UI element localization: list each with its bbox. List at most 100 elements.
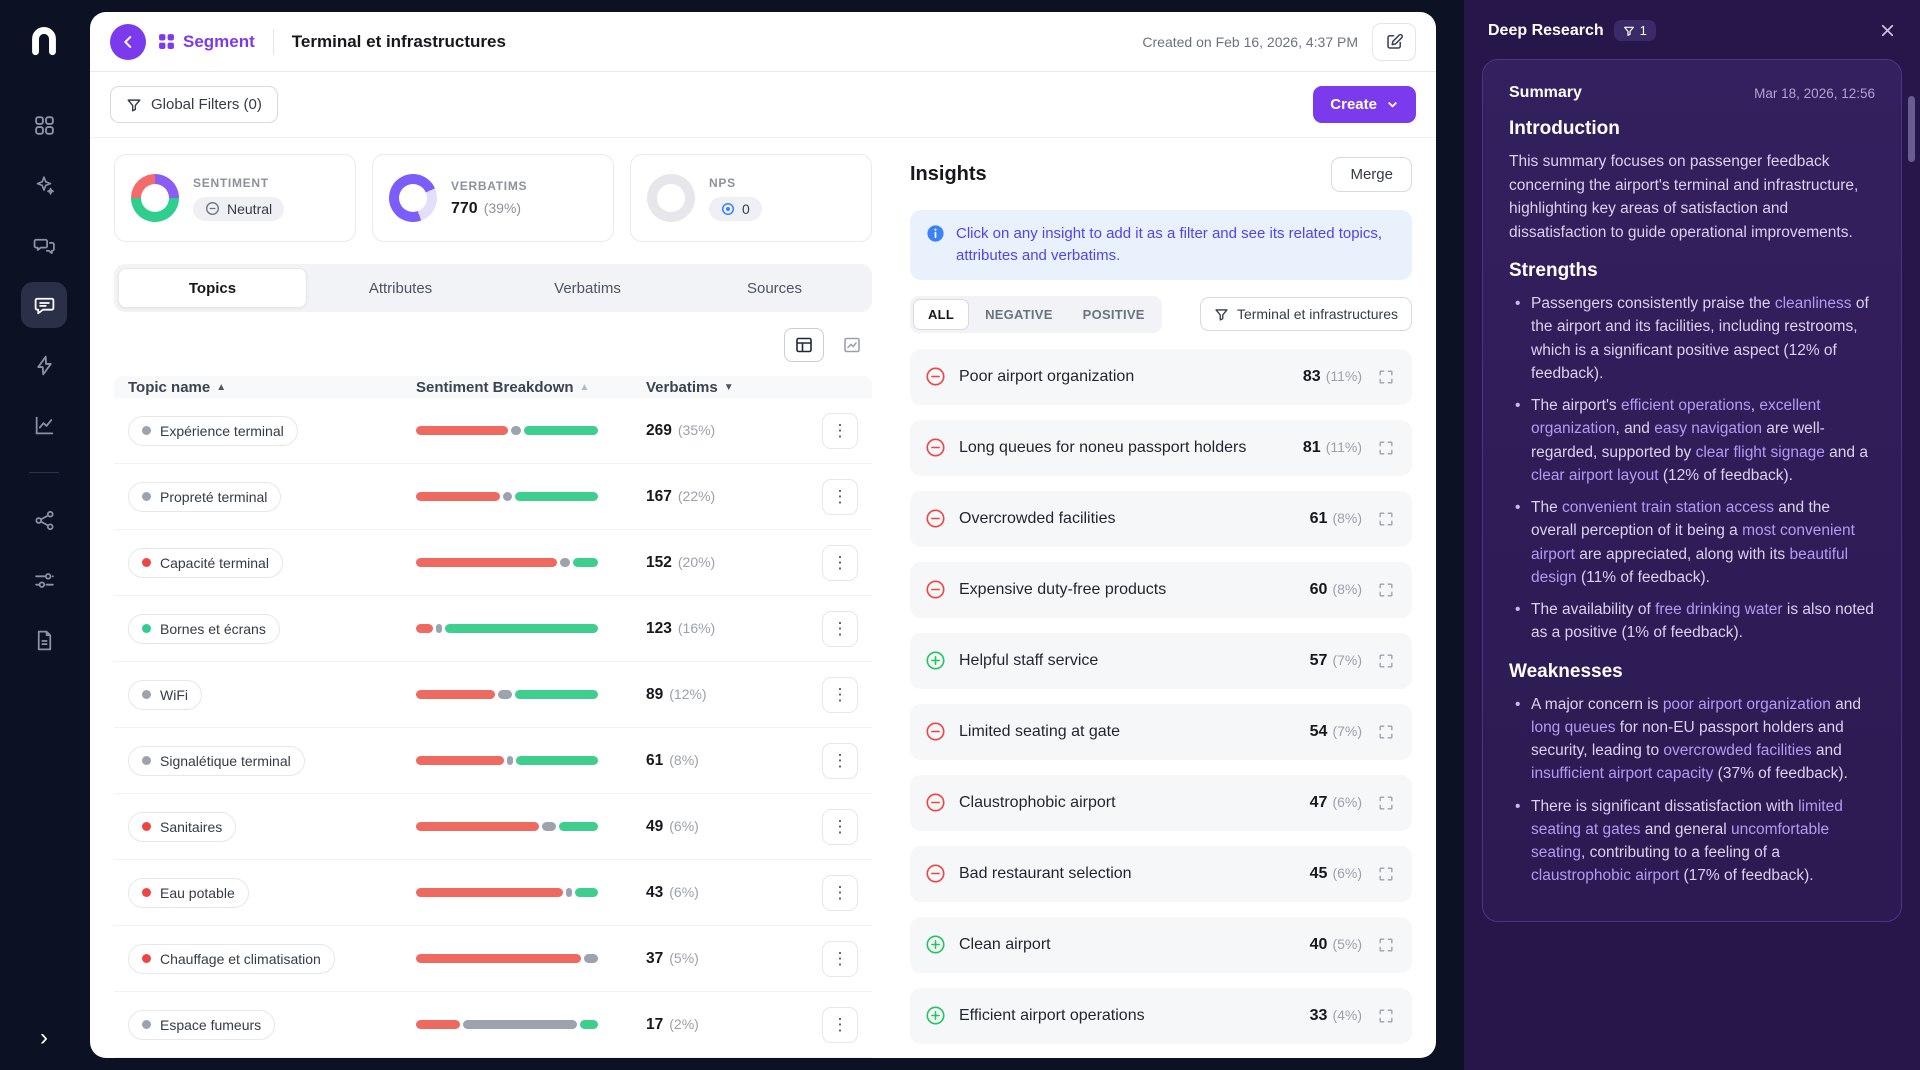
highlighted-phrase[interactable]: efficient operations xyxy=(1620,397,1751,415)
verbatim-count: 89 xyxy=(646,685,664,703)
highlighted-phrase[interactable]: excellent organization xyxy=(1531,397,1821,438)
insight-item[interactable]: Clean airport 40 (5%) xyxy=(910,916,1412,973)
row-menu-button[interactable]: ⋮ xyxy=(822,544,858,581)
expand-icon[interactable] xyxy=(1375,508,1397,530)
insight-item[interactable]: Expensive duty-free products 60 (8%) xyxy=(910,561,1412,618)
col-topic-name[interactable]: Topic name ▲ xyxy=(128,378,227,396)
row-menu-button[interactable]: ⋮ xyxy=(822,676,858,713)
filter-positive[interactable]: POSITIVE xyxy=(1069,300,1159,329)
row-menu-button[interactable]: ⋮ xyxy=(822,742,858,779)
col-verbatims[interactable]: Verbatims ▼ xyxy=(646,378,734,396)
verbatim-pct: (20%) xyxy=(677,553,716,570)
merge-button[interactable]: Merge xyxy=(1331,156,1412,192)
sentiment-bar xyxy=(416,426,598,435)
highlighted-phrase[interactable]: overcrowded facilities xyxy=(1663,742,1812,760)
highlighted-phrase[interactable]: limited seating at gates xyxy=(1531,797,1843,838)
highlighted-phrase[interactable]: free drinking water xyxy=(1655,601,1783,619)
expand-icon[interactable] xyxy=(1375,721,1397,743)
highlighted-phrase[interactable]: easy navigation xyxy=(1654,420,1762,438)
col-sentiment[interactable]: Sentiment Breakdown ▲ xyxy=(416,378,590,396)
topic-pill[interactable]: Propreté terminal xyxy=(128,481,282,512)
highlighted-phrase[interactable]: uncomfortable seating xyxy=(1531,820,1830,862)
highlighted-phrase[interactable]: beautiful design xyxy=(1531,545,1849,586)
close-icon xyxy=(1881,24,1894,37)
highlighted-phrase[interactable]: convenient train station access xyxy=(1562,499,1774,517)
expand-icon[interactable] xyxy=(1375,579,1397,601)
expand-icon[interactable] xyxy=(1375,437,1397,459)
row-menu-button[interactable]: ⋮ xyxy=(822,808,858,845)
chart-view-button[interactable] xyxy=(832,328,872,362)
share-icon[interactable] xyxy=(21,497,67,543)
feedback-chat-icon[interactable] xyxy=(21,282,67,328)
insight-pct: (6%) xyxy=(1332,864,1362,881)
insight-item[interactable]: Limited seating at gate 54 (7%) xyxy=(910,703,1412,760)
expand-icon[interactable] xyxy=(1375,1005,1397,1027)
expand-icon[interactable] xyxy=(1375,934,1397,956)
create-button[interactable]: Create xyxy=(1313,86,1416,123)
filter-all[interactable]: ALL xyxy=(913,298,970,330)
document-icon[interactable] xyxy=(21,617,67,663)
highlighted-phrase[interactable]: clear flight signage xyxy=(1695,443,1825,461)
highlighted-phrase[interactable]: claustrophobic airport xyxy=(1531,867,1680,885)
tab-sources[interactable]: Sources xyxy=(681,268,868,308)
highlighted-phrase[interactable]: poor airport organization xyxy=(1662,695,1831,713)
filter-negative[interactable]: NEGATIVE xyxy=(971,300,1067,329)
pos-segment xyxy=(515,756,598,765)
row-menu-button[interactable]: ⋮ xyxy=(822,412,858,449)
close-panel-button[interactable] xyxy=(1879,22,1896,39)
row-menu-button[interactable]: ⋮ xyxy=(822,874,858,911)
insight-item[interactable]: Overcrowded facilities 61 (8%) xyxy=(910,490,1412,547)
highlighted-phrase[interactable]: long queues xyxy=(1531,718,1616,736)
insight-item[interactable]: Poor airport organization 83 (11%) xyxy=(910,348,1412,405)
pos-segment xyxy=(559,822,598,831)
apps-icon[interactable] xyxy=(21,102,67,148)
expand-icon[interactable] xyxy=(1375,650,1397,672)
insight-item[interactable]: Helpful staff service 57 (7%) xyxy=(910,632,1412,689)
expand-icon[interactable] xyxy=(1375,792,1397,814)
insight-item[interactable]: Efficient airport operations 33 (4%) xyxy=(910,987,1412,1044)
app-logo[interactable] xyxy=(22,18,66,62)
row-menu-button[interactable]: ⋮ xyxy=(822,478,858,515)
bolt-icon[interactable] xyxy=(21,342,67,388)
topic-pill[interactable]: Espace fumeurs xyxy=(128,1009,276,1040)
topic-dot xyxy=(142,822,151,831)
topic-pill[interactable]: WiFi xyxy=(128,679,202,710)
highlighted-phrase[interactable]: clear airport layout xyxy=(1531,466,1659,484)
scrollbar-thumb[interactable] xyxy=(1908,96,1915,162)
global-filters-button[interactable]: Global Filters (0) xyxy=(110,86,278,123)
edit-button[interactable] xyxy=(1372,22,1416,61)
insight-item[interactable]: Bad restaurant selection 45 (6%) xyxy=(910,845,1412,902)
stat-cards: SENTIMENT Neutral VERBATIMS 770 (39%) xyxy=(114,154,872,242)
tab-topics[interactable]: Topics xyxy=(118,268,307,308)
topic-pill[interactable]: Eau potable xyxy=(128,877,249,908)
sliders-icon[interactable] xyxy=(21,557,67,603)
expand-icon[interactable] xyxy=(1375,366,1397,388)
highlighted-phrase[interactable]: insufficient airport capacity xyxy=(1531,765,1714,783)
chart-icon[interactable] xyxy=(21,402,67,448)
insight-item[interactable]: Claustrophobic airport 47 (6%) xyxy=(910,774,1412,831)
highlighted-phrase[interactable]: cleanliness xyxy=(1774,295,1852,313)
tab-attributes[interactable]: Attributes xyxy=(307,268,494,308)
topic-pill[interactable]: Sanitaires xyxy=(128,811,237,842)
row-menu-button[interactable]: ⋮ xyxy=(822,940,858,977)
tab-verbatims[interactable]: Verbatims xyxy=(494,268,681,308)
sparkles-icon[interactable] xyxy=(21,162,67,208)
row-menu-button[interactable]: ⋮ xyxy=(822,610,858,647)
scope-filter-chip[interactable]: Terminal et infrastructures xyxy=(1199,297,1412,331)
research-filter-badge[interactable]: 1 xyxy=(1613,20,1656,41)
insight-item[interactable]: Long queues for noneu passport holders 81… xyxy=(910,419,1412,476)
topic-pill[interactable]: Expérience terminal xyxy=(128,415,298,446)
topic-pill[interactable]: Bornes et écrans xyxy=(128,613,280,644)
topic-pill[interactable]: Chauffage et climatisation xyxy=(128,943,335,974)
expand-icon[interactable] xyxy=(1375,863,1397,885)
topic-dot xyxy=(142,954,151,963)
sidebar-expand-chevron[interactable]: › xyxy=(40,1024,48,1051)
back-button[interactable] xyxy=(110,23,146,60)
table-view-button[interactable] xyxy=(784,328,824,362)
section-heading: Strengths xyxy=(1509,260,1598,282)
chat-bubbles-icon[interactable] xyxy=(21,222,67,268)
topic-pill[interactable]: Capacité terminal xyxy=(128,547,283,578)
row-menu-button[interactable]: ⋮ xyxy=(822,1006,858,1043)
topic-pill[interactable]: Signalétique terminal xyxy=(128,745,305,776)
highlighted-phrase[interactable]: most convenient airport xyxy=(1531,522,1855,563)
